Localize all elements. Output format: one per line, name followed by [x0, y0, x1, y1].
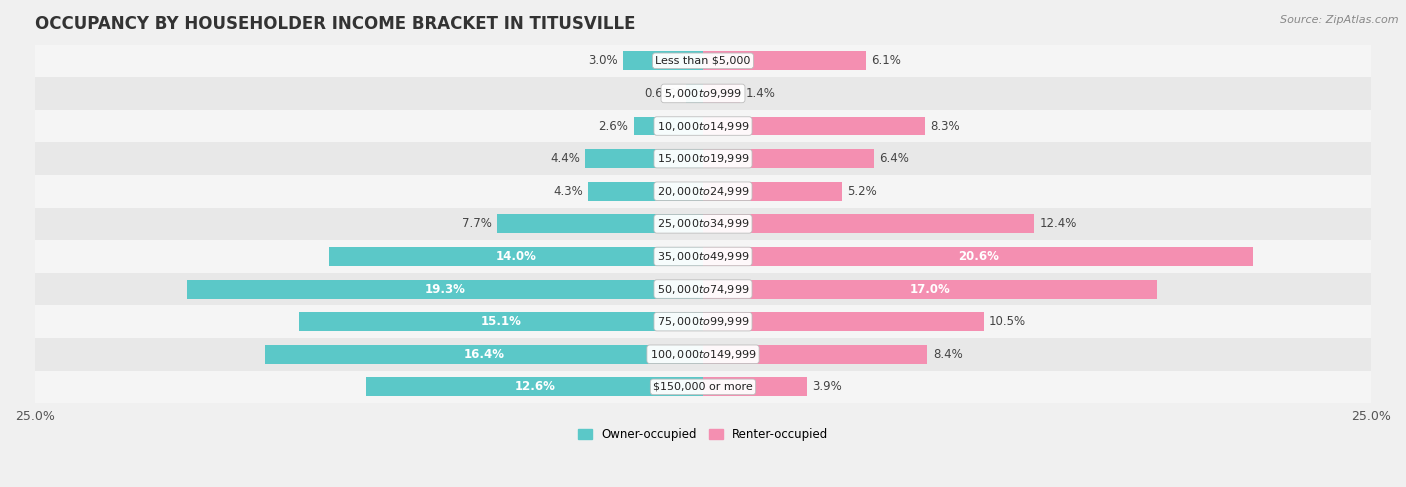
Text: 15.1%: 15.1% — [481, 315, 522, 328]
Bar — [703, 377, 807, 396]
Text: $20,000 to $24,999: $20,000 to $24,999 — [657, 185, 749, 198]
Text: $5,000 to $9,999: $5,000 to $9,999 — [664, 87, 742, 100]
Text: Source: ZipAtlas.com: Source: ZipAtlas.com — [1281, 15, 1399, 25]
Text: $75,000 to $99,999: $75,000 to $99,999 — [657, 315, 749, 328]
Bar — [703, 312, 984, 331]
Bar — [35, 44, 1371, 77]
Bar — [703, 280, 1157, 299]
Bar — [703, 247, 1254, 266]
Text: $10,000 to $14,999: $10,000 to $14,999 — [657, 119, 749, 132]
Bar — [703, 214, 1035, 233]
Text: 3.9%: 3.9% — [813, 380, 842, 393]
Text: $35,000 to $49,999: $35,000 to $49,999 — [657, 250, 749, 263]
Bar — [35, 338, 1371, 371]
Text: 2.6%: 2.6% — [599, 119, 628, 132]
Bar — [703, 182, 842, 201]
Bar — [35, 273, 1371, 305]
Bar — [703, 84, 741, 103]
Bar — [35, 305, 1371, 338]
Text: 5.2%: 5.2% — [848, 185, 877, 198]
Bar — [703, 51, 866, 70]
Text: OCCUPANCY BY HOUSEHOLDER INCOME BRACKET IN TITUSVILLE: OCCUPANCY BY HOUSEHOLDER INCOME BRACKET … — [35, 15, 636, 33]
Bar — [588, 182, 703, 201]
Text: 20.6%: 20.6% — [957, 250, 998, 263]
Bar — [686, 84, 703, 103]
Bar — [264, 345, 703, 364]
Bar — [585, 149, 703, 168]
Text: 4.4%: 4.4% — [550, 152, 581, 165]
Text: 6.1%: 6.1% — [872, 55, 901, 67]
Text: 8.3%: 8.3% — [931, 119, 960, 132]
Bar — [634, 116, 703, 135]
Text: 8.4%: 8.4% — [932, 348, 963, 361]
Text: 6.4%: 6.4% — [879, 152, 910, 165]
Bar — [35, 175, 1371, 207]
Text: 19.3%: 19.3% — [425, 282, 465, 296]
Text: 16.4%: 16.4% — [464, 348, 505, 361]
Bar — [299, 312, 703, 331]
Bar — [498, 214, 703, 233]
Text: 0.62%: 0.62% — [644, 87, 681, 100]
Text: $150,000 or more: $150,000 or more — [654, 382, 752, 392]
Bar — [703, 116, 925, 135]
Text: 3.0%: 3.0% — [588, 55, 617, 67]
Bar — [367, 377, 703, 396]
Bar — [35, 207, 1371, 240]
Bar — [35, 110, 1371, 142]
Text: $50,000 to $74,999: $50,000 to $74,999 — [657, 282, 749, 296]
Text: 12.4%: 12.4% — [1039, 217, 1077, 230]
Bar — [35, 240, 1371, 273]
Bar — [35, 142, 1371, 175]
Text: 1.4%: 1.4% — [745, 87, 776, 100]
Text: 4.3%: 4.3% — [553, 185, 582, 198]
Text: $25,000 to $34,999: $25,000 to $34,999 — [657, 217, 749, 230]
Text: 14.0%: 14.0% — [495, 250, 536, 263]
Bar — [35, 77, 1371, 110]
Text: 10.5%: 10.5% — [988, 315, 1026, 328]
Text: $100,000 to $149,999: $100,000 to $149,999 — [650, 348, 756, 361]
Bar — [703, 149, 875, 168]
Text: $15,000 to $19,999: $15,000 to $19,999 — [657, 152, 749, 165]
Bar — [329, 247, 703, 266]
Text: 17.0%: 17.0% — [910, 282, 950, 296]
Bar — [623, 51, 703, 70]
Bar — [187, 280, 703, 299]
Bar — [703, 345, 928, 364]
Text: 7.7%: 7.7% — [463, 217, 492, 230]
Text: 12.6%: 12.6% — [515, 380, 555, 393]
Legend: Owner-occupied, Renter-occupied: Owner-occupied, Renter-occupied — [572, 424, 834, 446]
Bar — [35, 371, 1371, 403]
Text: Less than $5,000: Less than $5,000 — [655, 56, 751, 66]
